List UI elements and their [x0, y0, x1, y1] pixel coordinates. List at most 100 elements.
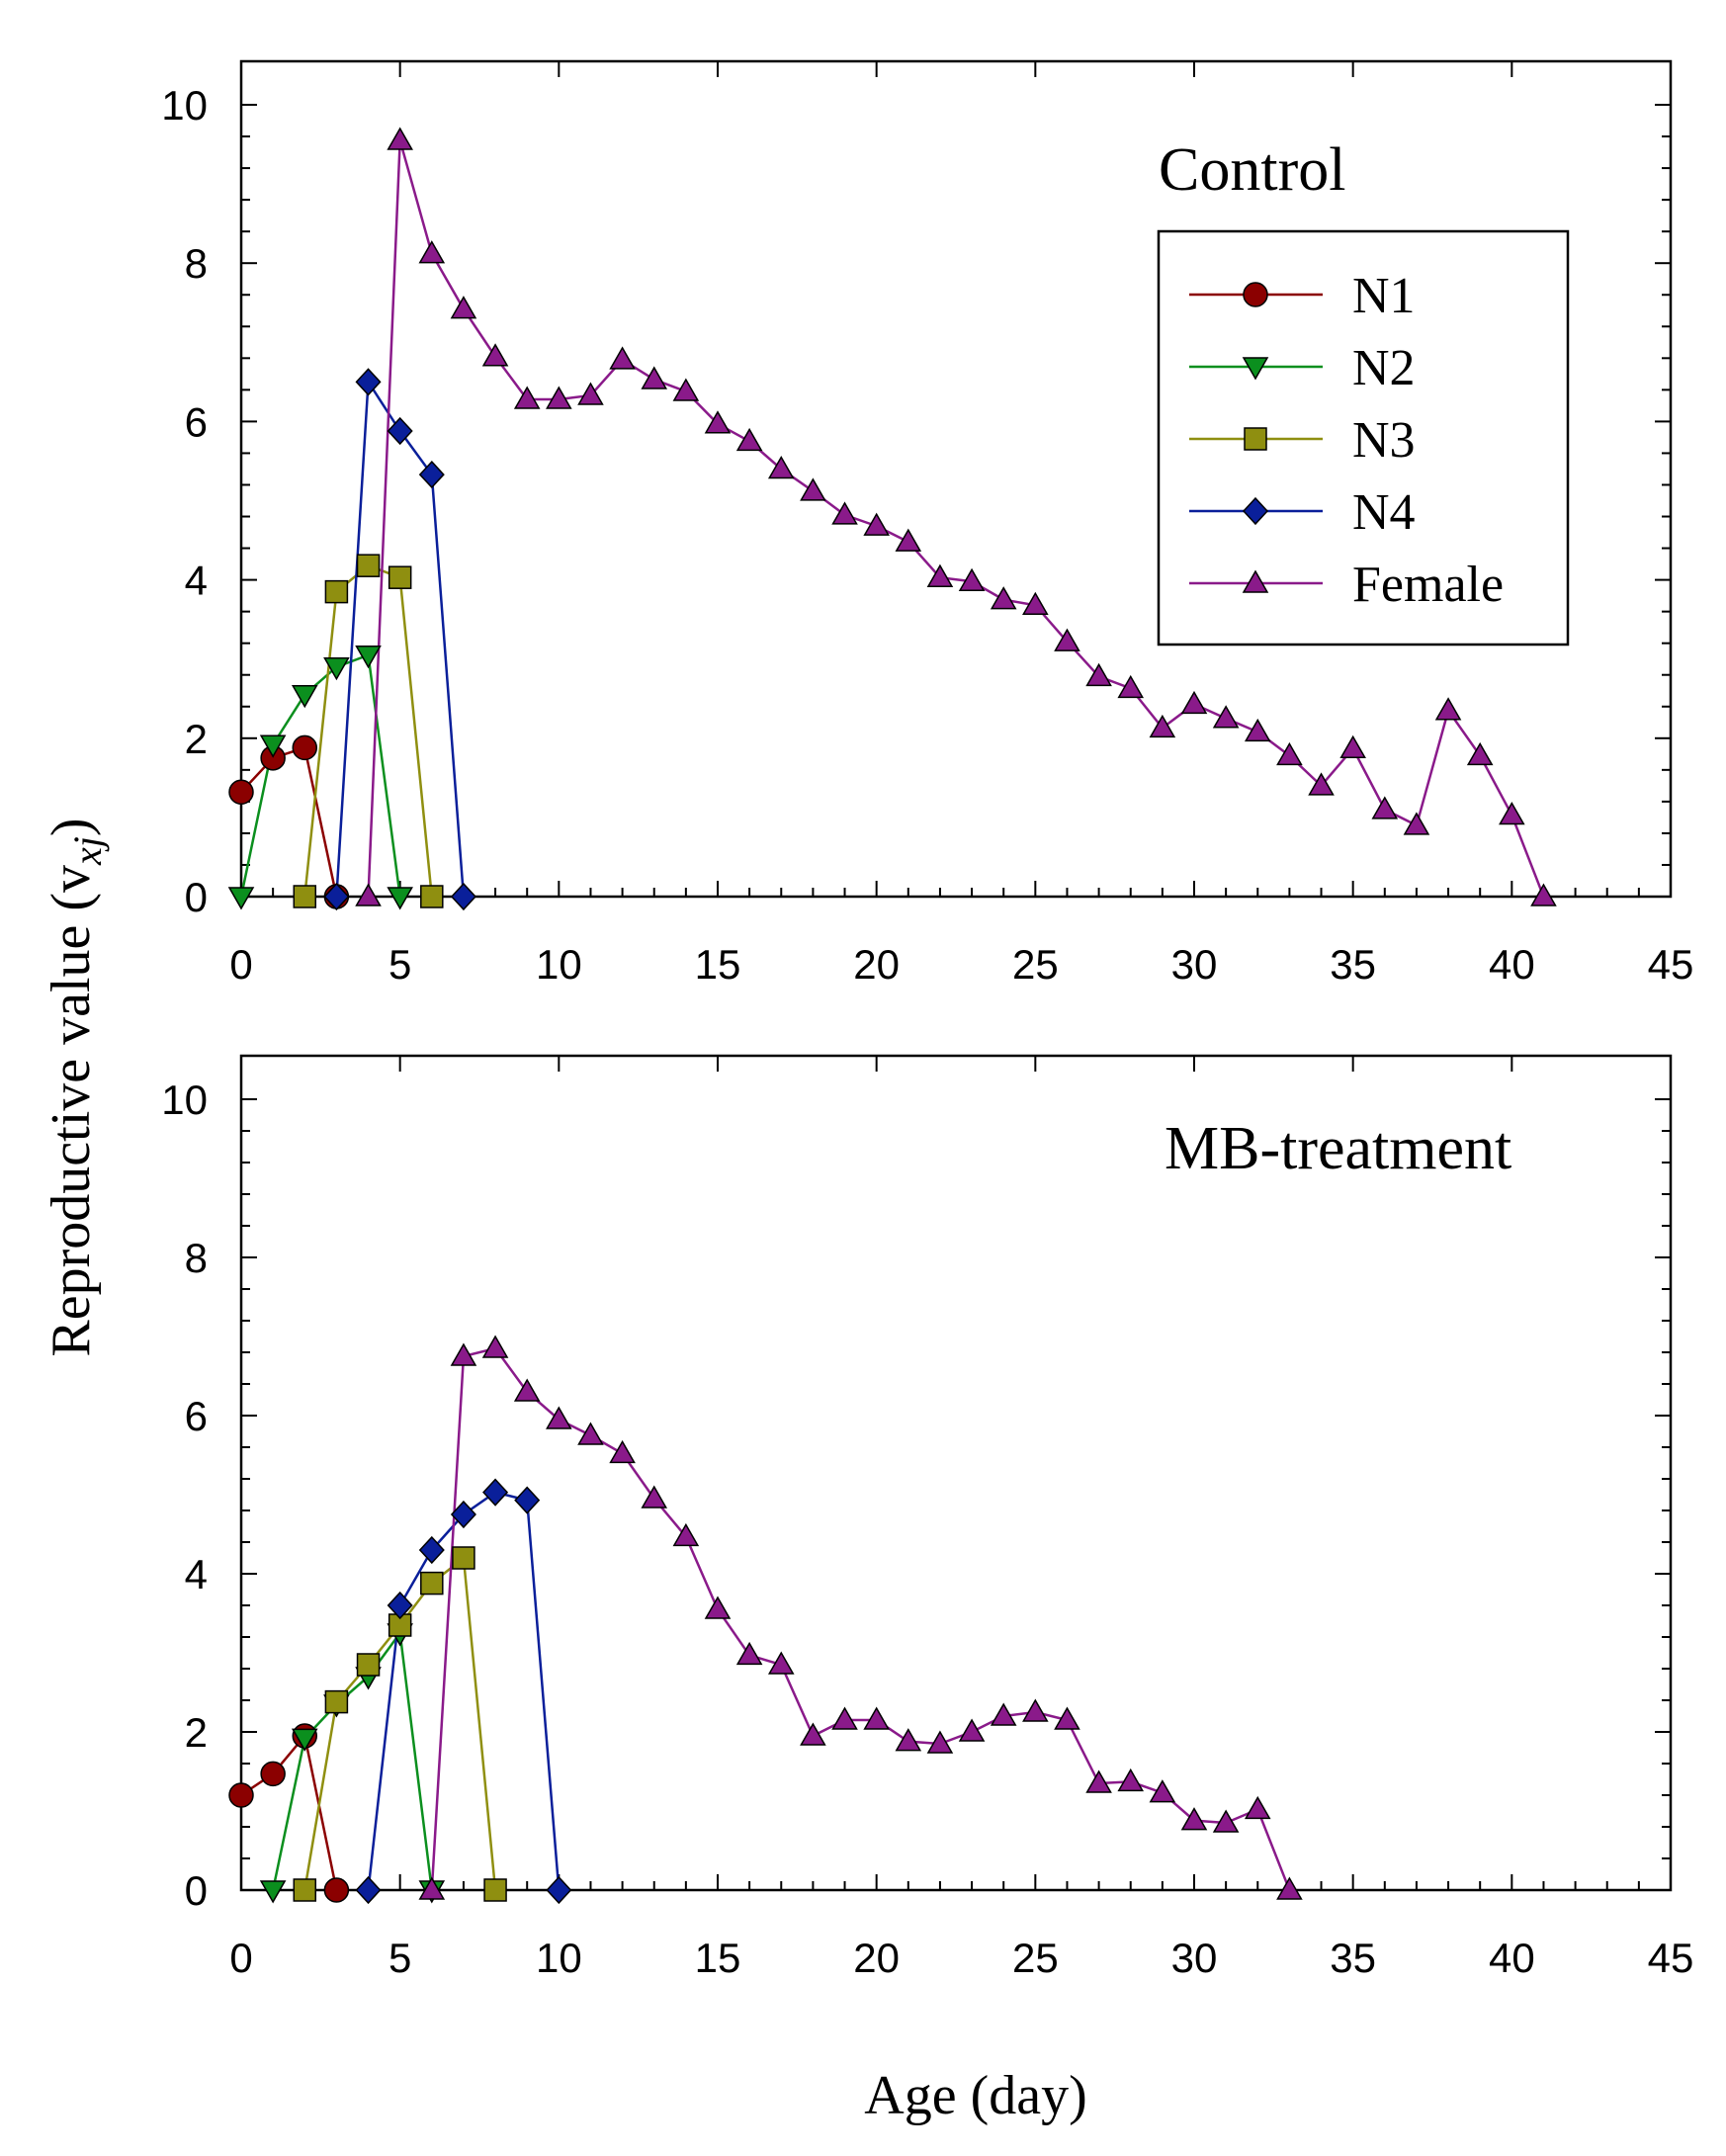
point-female	[1244, 1795, 1271, 1820]
point-n1	[292, 734, 318, 761]
point-female	[641, 1485, 668, 1509]
point-female	[546, 1406, 572, 1429]
y-tick-label: 0	[185, 1867, 208, 1914]
y-tick-label: 8	[185, 1235, 208, 1281]
point-female	[1371, 796, 1399, 819]
point-female	[418, 240, 446, 264]
legend-marker-female	[1242, 569, 1269, 593]
point-n4	[514, 1486, 541, 1514]
point-n2	[323, 656, 350, 681]
legend-label: N3	[1352, 412, 1416, 469]
point-n4	[355, 1875, 382, 1905]
x-tick-label: 10	[536, 941, 582, 988]
legend-marker-n3	[1244, 427, 1267, 451]
point-female	[735, 427, 763, 452]
point-female	[672, 378, 700, 401]
point-female	[1434, 697, 1462, 721]
point-female	[1499, 801, 1525, 825]
point-female	[355, 883, 382, 906]
point-female	[800, 477, 826, 501]
point-n4	[418, 1535, 445, 1565]
point-female	[609, 346, 636, 370]
point-female	[577, 382, 604, 405]
panel-label: MB-treatment	[1165, 1115, 1511, 1182]
point-female	[863, 1706, 890, 1730]
point-female	[450, 296, 477, 319]
point-female	[1276, 741, 1303, 766]
point-n1	[228, 1782, 254, 1808]
point-female	[990, 1702, 1017, 1726]
point-n4	[387, 416, 413, 446]
plot-frame	[239, 59, 1673, 899]
point-female	[1212, 1809, 1240, 1833]
point-female	[641, 366, 668, 389]
x-tick-label: 5	[388, 941, 411, 988]
point-n4	[387, 1591, 413, 1620]
y-tick-label: 4	[185, 1551, 208, 1597]
point-n2	[291, 684, 318, 709]
point-n2	[355, 645, 382, 669]
point-female	[1530, 883, 1557, 906]
legend-marker-n2	[1242, 357, 1269, 381]
point-female	[863, 512, 890, 536]
legend-marker-n4	[1242, 496, 1269, 526]
y-tick-label: 10	[161, 82, 208, 129]
point-n2	[227, 887, 255, 910]
point-n3	[483, 1878, 507, 1902]
panel-mb-treatment: 0 5 10 15 20 25 30 35 40 45 0 2 4 6 8 10 MB-treatment	[161, 1054, 1694, 1981]
point-female	[609, 1439, 636, 1464]
point-n3	[324, 579, 349, 604]
x-tick-label: 5	[388, 1935, 411, 1981]
series-line-n2	[271, 1629, 434, 1891]
x-tick-label: 35	[1330, 1935, 1376, 1981]
point-n4	[323, 882, 350, 911]
x-tick-label: 35	[1330, 941, 1376, 988]
x-tick-label: 45	[1648, 941, 1694, 988]
legend-label: N4	[1352, 484, 1416, 541]
series-line-n1	[240, 1733, 338, 1891]
y-tick-label: 4	[185, 558, 208, 604]
series-line-female	[430, 1346, 1291, 1891]
point-n3	[356, 1653, 381, 1677]
point-female	[1403, 812, 1430, 835]
point-female	[1054, 628, 1080, 651]
point-n4	[418, 460, 445, 489]
point-female	[958, 1718, 986, 1742]
point-female	[450, 1342, 477, 1366]
point-female	[1308, 772, 1335, 796]
point-n4	[546, 1875, 572, 1905]
panel-control: 0 5 10 15 20 25 30 35 40 45 0 2 4 6 8 10 Control N1 N2 N3 N4…	[161, 59, 1694, 988]
point-n3	[420, 1571, 444, 1595]
point-female	[895, 528, 922, 552]
point-n3	[356, 554, 381, 577]
x-tick-label: 40	[1489, 1935, 1535, 1981]
point-female	[990, 586, 1017, 610]
point-n3	[388, 565, 412, 589]
y-tick-label: 8	[185, 240, 208, 287]
point-female	[1180, 1807, 1208, 1831]
series-line-n1	[240, 745, 338, 898]
y-tick-label: 10	[161, 1077, 208, 1123]
point-female	[1149, 1779, 1176, 1803]
x-tick-label: 30	[1171, 1935, 1218, 1981]
series-line-n4	[335, 378, 466, 898]
point-n2	[259, 1880, 287, 1904]
point-female	[1212, 705, 1240, 729]
point-female	[1085, 1769, 1112, 1793]
point-female	[513, 1378, 541, 1402]
point-female	[672, 1522, 700, 1547]
x-tick-label: 20	[853, 1935, 900, 1981]
x-tick-label: 0	[229, 941, 252, 988]
point-female	[1180, 690, 1208, 715]
point-n3	[293, 1878, 317, 1902]
point-female	[546, 386, 572, 409]
point-n3	[452, 1546, 475, 1570]
y-tick-label: 0	[185, 874, 208, 920]
point-female	[1149, 714, 1176, 738]
x-tick-label: 45	[1648, 1935, 1694, 1981]
point-female	[767, 455, 795, 479]
point-female	[958, 567, 986, 591]
y-tick-label: 2	[185, 716, 208, 762]
point-female	[418, 1876, 446, 1900]
legend: N1 N2 N3 N4 Female	[1157, 229, 1570, 647]
